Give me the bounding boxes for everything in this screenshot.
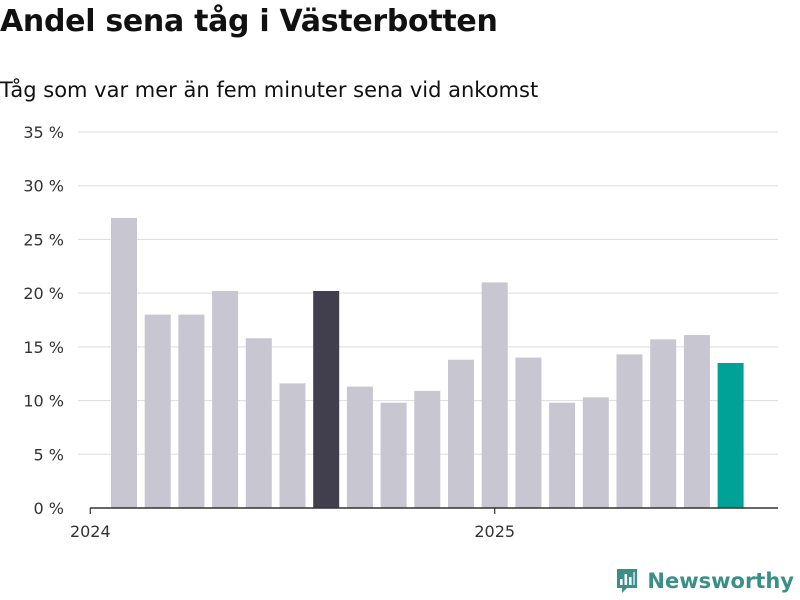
bar <box>549 402 576 508</box>
bar <box>111 217 137 508</box>
bar <box>414 390 441 508</box>
y-tick-label: 35 % <box>23 123 64 142</box>
y-tick-label: 20 % <box>23 284 64 303</box>
bar <box>346 386 373 508</box>
bar <box>717 362 744 508</box>
bar-chart: 0 % 5 % 10 % 15 % 20 % 25 % 30 % 35 % 2024 2025 <box>23 123 778 541</box>
x-tick-label: 2024 <box>70 522 111 541</box>
bar <box>515 357 542 508</box>
bar <box>212 290 239 508</box>
chart-subtitle: Tåg som var mer än fem minuter sena vid … <box>0 78 539 102</box>
bar <box>279 383 306 508</box>
bar <box>448 359 474 508</box>
y-tick-label: 0 % <box>34 499 64 518</box>
bar <box>481 282 508 508</box>
bar <box>178 314 205 508</box>
bar <box>144 314 171 508</box>
y-tick-label: 30 % <box>23 177 64 196</box>
newsworthy-logo-icon <box>617 569 638 593</box>
x-tick-label: 2025 <box>474 522 515 541</box>
brand-name: Newsworthy <box>647 569 794 593</box>
bar <box>245 338 272 508</box>
bar <box>616 354 643 508</box>
chart-title: Andel sena tåg i Västerbotten <box>0 4 498 39</box>
bar <box>582 397 609 508</box>
bar <box>683 335 710 508</box>
bar <box>650 339 677 508</box>
y-tick-label: 5 % <box>34 445 64 464</box>
bar <box>313 290 340 508</box>
y-tick-label: 10 % <box>23 392 64 411</box>
brand-logo: Newsworthy <box>615 568 794 594</box>
y-tick-label: 25 % <box>23 230 64 249</box>
y-tick-label: 15 % <box>23 338 64 357</box>
bar <box>380 402 407 508</box>
